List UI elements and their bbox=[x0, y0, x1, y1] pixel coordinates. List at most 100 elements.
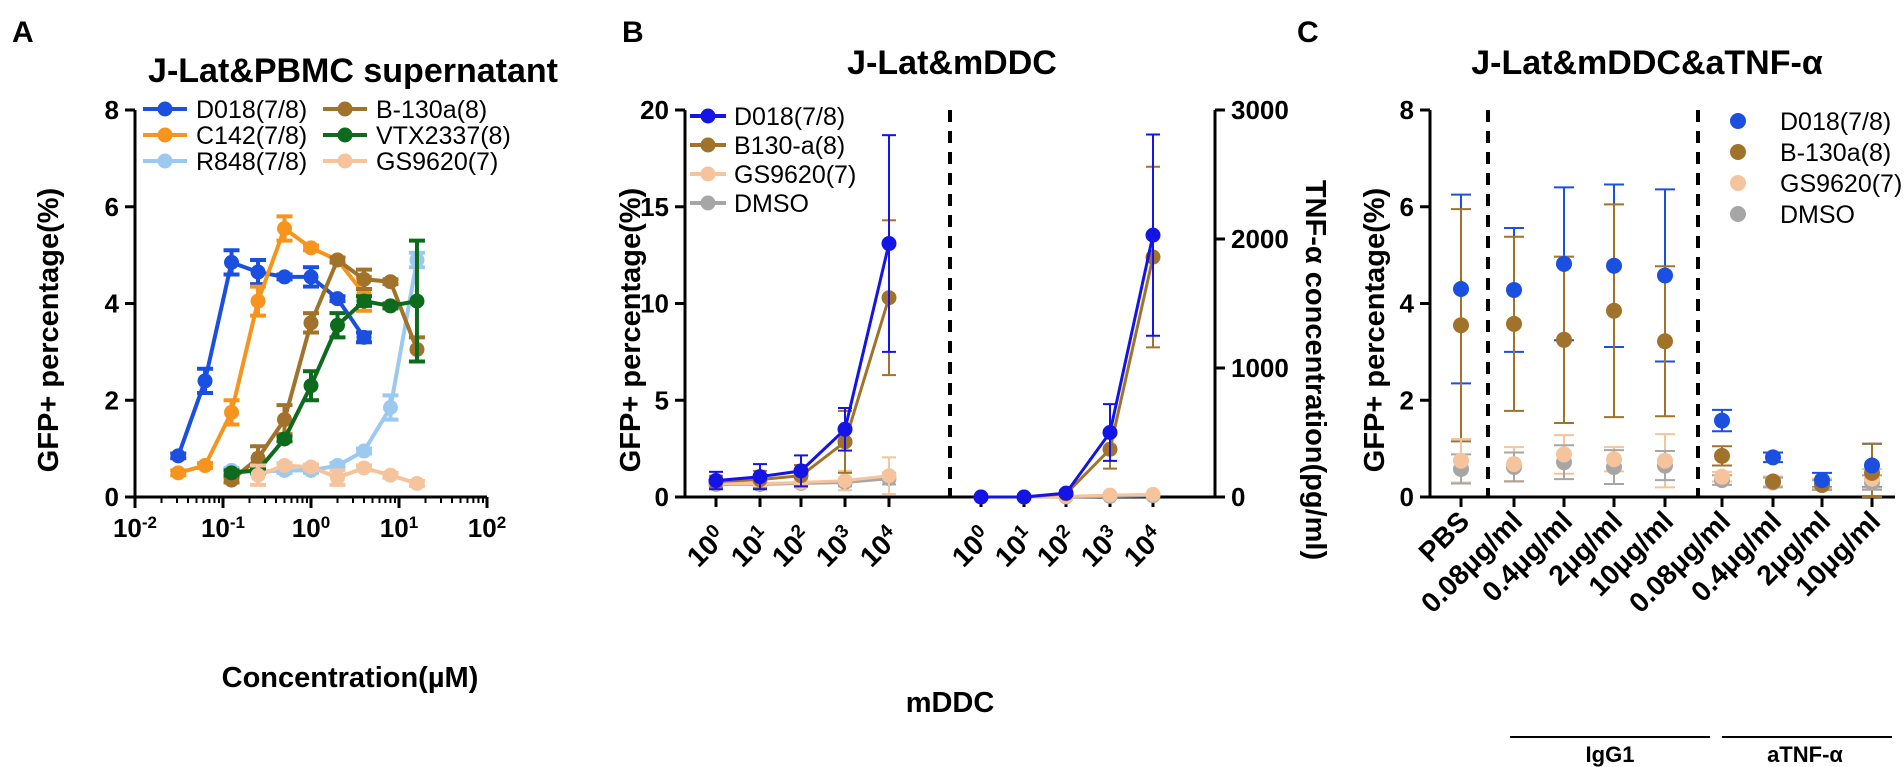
panel-a-xtick-label: 10-1 bbox=[201, 513, 245, 544]
panel-a-point bbox=[382, 467, 398, 483]
panel-a-xtick-label: 100 bbox=[292, 513, 330, 544]
panel-b-ylabel: GFP+ percentage(%) bbox=[615, 188, 647, 472]
panel-b-ytick-label: 20 bbox=[640, 95, 669, 125]
panel-b-tnf-point bbox=[1016, 489, 1032, 505]
panel-b-xtick-label: 103 bbox=[1074, 520, 1126, 572]
panel-a-point bbox=[356, 443, 372, 459]
panel-a-point bbox=[250, 293, 266, 309]
panel-b-xtick-label: 104 bbox=[1117, 520, 1170, 573]
panel-c-title: J-Lat&mDDC&aTNF-α bbox=[1471, 44, 1823, 82]
panel-a-legend-label: D018(7/8) bbox=[196, 96, 307, 124]
panel-b-xlabel: mDDC bbox=[906, 687, 995, 719]
panel-a-point bbox=[277, 458, 293, 474]
panel-b-gfp-point bbox=[881, 468, 897, 484]
igg1-group-label: IgG1 bbox=[1586, 742, 1635, 767]
panel-c-legend-marker bbox=[1730, 113, 1746, 129]
panel-a-point bbox=[356, 329, 372, 345]
panel-a-legend-label: R848(7/8) bbox=[196, 148, 307, 176]
panel-a-point bbox=[329, 470, 345, 486]
panel-b-gfp-point bbox=[793, 463, 809, 479]
panel-c-plot: 02468PBS0.08μg/ml0.4μg/ml2μg/ml10μg/ml0.… bbox=[1400, 95, 1903, 619]
panel-c-point bbox=[1657, 452, 1673, 469]
panel-a-point bbox=[329, 317, 345, 333]
panel-a-letter: A bbox=[12, 16, 34, 49]
panel-a-title: J-Lat&PBMC supernatant bbox=[148, 52, 558, 90]
panel-c-point bbox=[1657, 267, 1673, 284]
panel-a-point bbox=[382, 298, 398, 314]
panel-a-point bbox=[197, 373, 213, 389]
panel-c-point bbox=[1765, 473, 1781, 490]
panel-b-xtick-label: 102 bbox=[1030, 520, 1082, 572]
panel-c-point bbox=[1714, 468, 1730, 485]
panel-a-legend-marker bbox=[157, 127, 173, 143]
panel-b-gfp-point bbox=[837, 421, 853, 437]
panel-b-tnf-point bbox=[1102, 425, 1118, 440]
panel-b-ytick-label: 0 bbox=[655, 482, 669, 512]
panel-c-point bbox=[1506, 456, 1522, 473]
panel-b-gfp-point bbox=[837, 473, 853, 489]
panel-b-gfp-line bbox=[715, 297, 891, 483]
panel-b-tnf-point bbox=[1145, 486, 1161, 502]
panel-c-ytick-label: 6 bbox=[1400, 192, 1414, 222]
panel-a-point bbox=[224, 465, 240, 481]
panel-b-tnf-line bbox=[981, 256, 1155, 499]
panel-b-xtick-label: 103 bbox=[809, 520, 861, 572]
panel-b-gfp-line bbox=[715, 243, 891, 483]
panel-a-point bbox=[303, 240, 319, 256]
panel-c-point bbox=[1657, 333, 1673, 350]
panel-c-point bbox=[1606, 451, 1622, 468]
panel-a-point bbox=[409, 293, 425, 309]
panel-b-legend-label: D018(7/8) bbox=[734, 103, 845, 131]
panel-b-tnf-point bbox=[1145, 227, 1161, 243]
panel-c-point bbox=[1714, 447, 1730, 464]
panel-b-tnf-point bbox=[1102, 487, 1118, 503]
panel-c-point bbox=[1714, 412, 1730, 429]
panel-a-point bbox=[303, 378, 319, 394]
panel-a-point bbox=[356, 293, 372, 309]
panel-a-point bbox=[329, 291, 345, 307]
panel-a-point bbox=[303, 315, 319, 331]
panel-a-point bbox=[382, 274, 398, 290]
panel-a-point bbox=[303, 269, 319, 285]
panel-c-point bbox=[1453, 280, 1469, 297]
panel-a-legend-marker bbox=[337, 153, 353, 169]
panel-a-plot: 0 2 4 6 8 10-2 10-1 100 101 102 D018(7/8)C142(7/8)… bbox=[105, 95, 511, 543]
panel-c-legend-marker bbox=[1730, 144, 1746, 160]
panel-a-legend-label: C142(7/8) bbox=[196, 122, 307, 150]
panel-a-point bbox=[303, 459, 319, 475]
panel-a-ylabel: GFP+ percentage(%) bbox=[33, 188, 65, 472]
panel-c-point bbox=[1506, 281, 1522, 298]
panel-b-xtick-label: 100 bbox=[680, 520, 732, 572]
panel-b-legend-marker bbox=[700, 108, 716, 124]
panel-b-xtick-label: 100 bbox=[945, 520, 997, 572]
panel-b-y2tick-label: 1000 bbox=[1231, 353, 1289, 383]
panel-b-xtick-label: 101 bbox=[724, 520, 777, 573]
panel-a-point bbox=[224, 254, 240, 270]
panel-c-ytick-label: 8 bbox=[1400, 95, 1414, 125]
panel-b-gfp-point bbox=[708, 473, 724, 489]
panel-b-ytick-label: 10 bbox=[640, 289, 669, 319]
panel-a-point bbox=[250, 450, 266, 466]
panel-c-legend-marker bbox=[1730, 206, 1746, 222]
panel-b-y2tick-label: 0 bbox=[1231, 482, 1245, 512]
panel-b-xtick-label: 101 bbox=[988, 520, 1041, 573]
panel-b-tnf-point bbox=[973, 489, 989, 505]
panel-b-gfp-point bbox=[881, 236, 897, 252]
panel-a-xtick-label: 10-2 bbox=[113, 513, 157, 544]
panel-b-legend-label: DMSO bbox=[734, 190, 809, 218]
panel-c-ytick-label: 0 bbox=[1400, 482, 1414, 512]
panel-b-legend-label: GS9620(7) bbox=[734, 161, 856, 189]
panel-c-legend-label: B-130a(8) bbox=[1780, 139, 1891, 167]
panel-a-legend-label: B-130a(8) bbox=[376, 96, 487, 124]
panel-c-point bbox=[1814, 472, 1830, 489]
panel-a-ytick-label: 2 bbox=[105, 385, 119, 415]
panel-b-ytick-label: 5 bbox=[655, 385, 669, 415]
panel-c-point bbox=[1506, 315, 1522, 332]
panel-c-ylabel: GFP+ percentage(%) bbox=[1359, 188, 1391, 472]
panel-b-y2tick-label: 2000 bbox=[1231, 224, 1289, 254]
panel-b-legend-marker bbox=[700, 195, 716, 211]
panel-b-title: J-Lat&mDDC bbox=[847, 44, 1057, 82]
panel-b-letter: B bbox=[622, 16, 644, 49]
panel-a-xlabel: Concentration(µM) bbox=[222, 662, 479, 694]
